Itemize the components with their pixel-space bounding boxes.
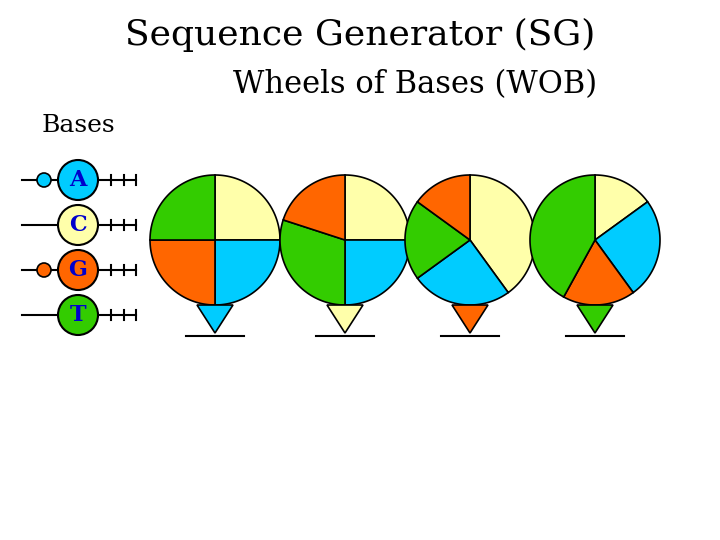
Polygon shape (345, 240, 410, 305)
Text: G: G (68, 259, 87, 281)
Polygon shape (405, 202, 470, 278)
Polygon shape (150, 240, 215, 305)
Text: Wheels of Bases (WOB): Wheels of Bases (WOB) (233, 70, 597, 100)
Polygon shape (280, 220, 345, 305)
Circle shape (58, 295, 98, 335)
Polygon shape (595, 175, 647, 240)
Polygon shape (595, 202, 660, 293)
Polygon shape (197, 305, 233, 333)
Polygon shape (470, 175, 535, 293)
Circle shape (58, 205, 98, 245)
Text: A: A (69, 169, 86, 191)
Circle shape (37, 173, 51, 187)
Polygon shape (327, 305, 363, 333)
Circle shape (58, 250, 98, 290)
Polygon shape (418, 240, 508, 305)
Polygon shape (283, 175, 345, 240)
Polygon shape (345, 175, 410, 240)
Polygon shape (418, 175, 470, 240)
Polygon shape (215, 175, 280, 240)
Polygon shape (530, 175, 595, 297)
Polygon shape (577, 305, 613, 333)
Polygon shape (452, 305, 488, 333)
Text: Sequence Generator (SG): Sequence Generator (SG) (125, 18, 595, 52)
Text: Bases: Bases (41, 113, 114, 137)
Text: T: T (70, 304, 86, 326)
Polygon shape (564, 240, 633, 305)
Text: C: C (69, 214, 87, 236)
Circle shape (58, 160, 98, 200)
Polygon shape (150, 175, 215, 240)
Polygon shape (215, 240, 280, 305)
Circle shape (37, 263, 51, 277)
